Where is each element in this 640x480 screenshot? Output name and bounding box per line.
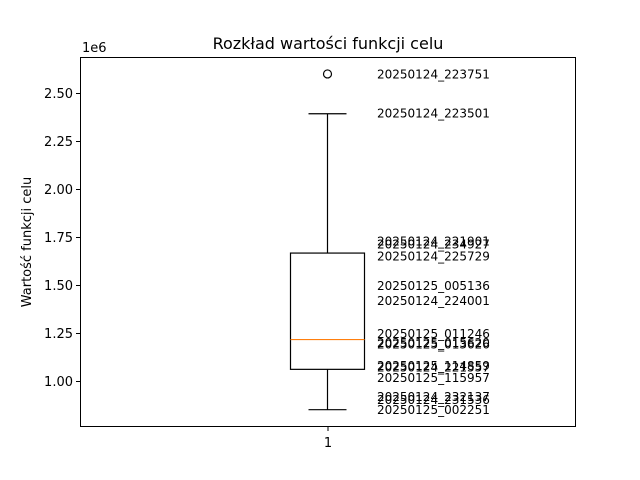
- point-annotation: 20250124_223501: [377, 106, 490, 120]
- y-axis: 1.00 1.25 1.50 1.75 2.00 2.25 2.50: [44, 87, 80, 390]
- annotations: 20250124_223751 20250124_223501 20250124_2…: [377, 67, 490, 416]
- y-tick-label: 1.75: [44, 231, 73, 246]
- plot-area-frame: [80, 57, 576, 427]
- x-tick-label: 1: [324, 436, 332, 451]
- y-tick-label: 2.50: [44, 87, 73, 102]
- point-annotation: 20250124_234927: [377, 237, 490, 251]
- point-annotation: 20250125_115957: [377, 371, 490, 385]
- y-axis-offset-label: 1e6: [82, 41, 107, 56]
- outlier-point: [322, 69, 333, 79]
- point-annotation: 20250124_221557: [377, 361, 490, 375]
- point-annotation: 20250125_015620: [377, 336, 490, 350]
- point-annotation: 20250124_231536: [377, 393, 490, 407]
- interquartile-box: [289, 252, 366, 370]
- y-tick-label: 1.50: [44, 279, 73, 294]
- point-annotation: 20250125_013626: [377, 338, 490, 352]
- point-annotation: 20250124_224001: [377, 294, 490, 308]
- point-annotation: 20250124_225729: [377, 249, 490, 263]
- y-tick-label: 1.25: [44, 327, 73, 342]
- x-axis: 1: [324, 427, 332, 451]
- chart-title: Rozkład wartości funkcji celu: [213, 34, 444, 53]
- point-annotation: 20250124_223751: [377, 67, 490, 81]
- point-annotation: 20250124_232137: [377, 390, 490, 404]
- point-annotation: 20250124_221901: [377, 235, 490, 249]
- point-annotation: 20250125_002251: [377, 403, 490, 417]
- box-series: [289, 69, 366, 411]
- point-annotation: 20250125_005136: [377, 279, 490, 293]
- point-annotation: 20250125_114859: [377, 359, 490, 373]
- point-annotation: 20250125_011246: [377, 327, 490, 341]
- y-tick-label: 2.00: [44, 183, 73, 198]
- y-axis-label: Wartość funkcji celu: [20, 177, 35, 308]
- y-tick-label: 1.00: [44, 375, 73, 390]
- y-tick-label: 2.25: [44, 135, 73, 150]
